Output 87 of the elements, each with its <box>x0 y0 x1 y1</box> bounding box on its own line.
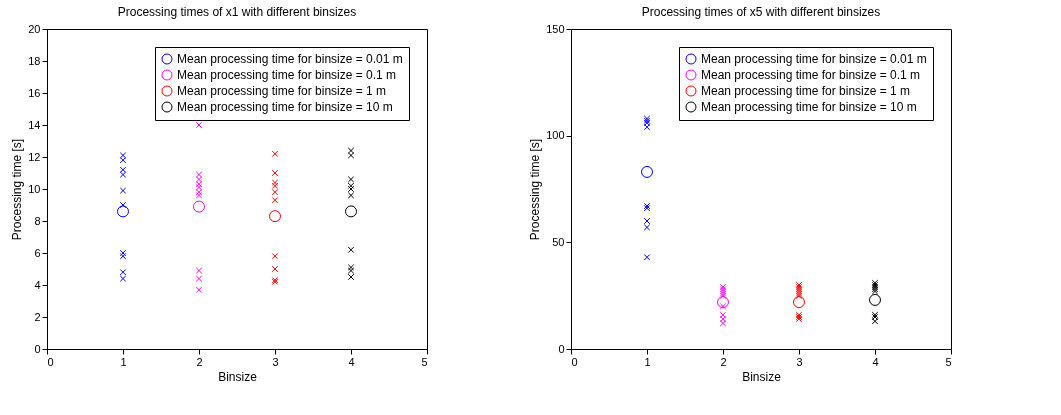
point <box>643 224 651 231</box>
x-tick-label: 0 <box>47 355 54 368</box>
point <box>117 205 129 218</box>
legend-label: Mean processing time for binsize = 0.01 m <box>177 52 403 66</box>
x-tick-label: 2 <box>196 355 203 368</box>
legend-label: Mean processing time for binsize = 1 m <box>177 84 387 98</box>
legend-label: Mean processing time for binsize = 1 m <box>701 84 911 98</box>
y-tick-label: 14 <box>28 118 41 131</box>
point <box>119 156 127 164</box>
point <box>871 318 879 325</box>
point <box>271 179 279 186</box>
y-tick-label: 0 <box>558 342 565 355</box>
point <box>193 200 205 213</box>
point <box>347 192 355 199</box>
point <box>195 267 203 274</box>
chart-title: Processing times of x1 with different binsizes <box>117 5 357 19</box>
point <box>271 150 279 158</box>
y-tick-label: 6 <box>34 246 41 259</box>
point <box>641 165 653 178</box>
y-tick-label: 4 <box>34 278 41 291</box>
y-axis-title: Processing time [s] <box>528 138 543 241</box>
x-tick-label: 4 <box>872 355 879 368</box>
y-tick-label: 12 <box>28 150 41 163</box>
point <box>347 267 355 274</box>
point <box>643 119 651 127</box>
point <box>869 293 881 306</box>
point <box>719 315 727 323</box>
y-tick-label: 16 <box>28 86 41 99</box>
y-tick-label: 100 <box>546 129 565 142</box>
point <box>271 188 279 196</box>
point <box>347 246 355 254</box>
y-tick-label: 2 <box>34 310 41 323</box>
point <box>119 187 127 194</box>
legend-label: Mean processing time for binsize = 0.1 m <box>177 68 397 82</box>
legend-label: Mean processing time for binsize = 0.01 m <box>701 52 927 66</box>
point <box>119 166 127 174</box>
point <box>643 254 651 261</box>
x-tick-label: 3 <box>272 355 279 368</box>
y-tick-label: 50 <box>552 235 565 248</box>
point <box>643 123 651 131</box>
y-tick-label: 20 <box>28 22 41 35</box>
y-tick-label: 18 <box>28 54 41 67</box>
y-tick-label: 0 <box>34 342 41 355</box>
point <box>271 196 279 204</box>
point <box>347 152 355 159</box>
chart-title: Processing times of x5 with different binsizes <box>641 5 881 19</box>
legend-label: Mean processing time for binsize = 10 m <box>177 100 393 114</box>
x-tick-label: 1 <box>644 355 651 368</box>
x-tick-label: 2 <box>720 355 727 368</box>
point <box>119 152 127 159</box>
point <box>271 182 279 190</box>
point <box>345 205 357 218</box>
point <box>271 252 279 260</box>
point <box>793 296 805 309</box>
point <box>719 311 727 319</box>
point <box>195 192 203 199</box>
point <box>347 176 355 183</box>
y-tick-label: 10 <box>28 182 41 195</box>
y-axis-title: Processing time [s] <box>10 138 25 241</box>
point <box>195 176 203 183</box>
point <box>195 275 203 282</box>
point <box>719 320 727 327</box>
x-tick-label: 1 <box>120 355 127 368</box>
x-tick-label: 4 <box>348 355 355 368</box>
point <box>717 296 729 309</box>
x-tick-label: 5 <box>945 355 952 368</box>
point <box>119 275 127 282</box>
point <box>719 303 727 310</box>
y-tick-label: 8 <box>34 214 41 227</box>
x-tick-label: 5 <box>421 355 428 368</box>
point <box>347 147 355 154</box>
point <box>119 171 127 178</box>
point <box>195 180 203 188</box>
point <box>347 264 355 271</box>
x-tick-label: 0 <box>571 355 578 368</box>
x-axis-title: Binsize <box>218 369 258 384</box>
x-tick-label: 3 <box>796 355 803 368</box>
legend-label: Mean processing time for binsize = 0.1 m <box>701 68 921 82</box>
point <box>195 171 203 178</box>
y-tick-label: 150 <box>546 22 565 35</box>
legend-label: Mean processing time for binsize = 10 m <box>701 100 917 114</box>
point <box>195 286 203 294</box>
point <box>119 268 127 276</box>
point <box>195 184 203 191</box>
x-axis-title: Binsize <box>742 369 782 384</box>
point <box>195 188 203 196</box>
point <box>269 210 281 223</box>
